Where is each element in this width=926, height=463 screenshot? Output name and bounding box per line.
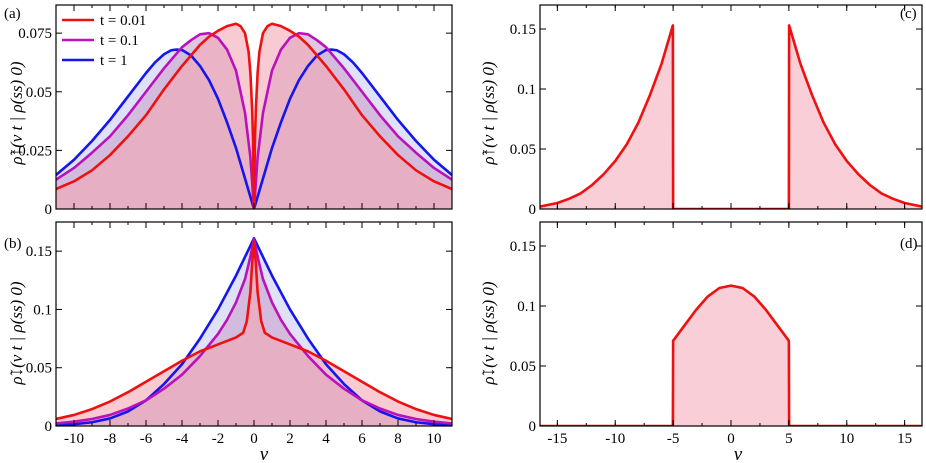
x-tick-label: 10 <box>839 431 854 447</box>
panel-c-y-label: ρ̃↑(v t | ρ(ss) 0) <box>479 61 498 165</box>
x-tick-label: -6 <box>140 431 153 447</box>
legend-label: t = 1 <box>100 53 128 69</box>
x-tick-label: 4 <box>322 431 330 447</box>
plot-area <box>56 237 452 426</box>
x-tick-label: -15 <box>547 431 567 447</box>
y-tick-label: 0 <box>45 419 53 435</box>
y-tick-label: 0.025 <box>18 143 52 159</box>
legend-label: t = 0.01 <box>100 13 146 29</box>
x-tick-label: 6 <box>358 431 366 447</box>
y-tick-label: 0.1 <box>33 302 52 318</box>
series-line-t001 <box>56 22 452 209</box>
x-tick-label: 0 <box>250 431 258 447</box>
x-tick-label: -5 <box>667 431 680 447</box>
x-tick-label: 10 <box>427 431 442 447</box>
panel-b-x-label: v <box>260 444 269 463</box>
series-line-t001 <box>56 240 452 421</box>
y-tick-label: 0.1 <box>517 299 536 315</box>
area-fill-t001 <box>56 241 452 426</box>
area-fill-t001 <box>540 285 922 426</box>
legend-label: t = 0.1 <box>100 33 139 49</box>
x-tick-label: -2 <box>212 431 225 447</box>
y-tick-label: 0.1 <box>517 82 536 98</box>
panel-d-x-label: v <box>734 444 743 463</box>
y-tick-label: 0.15 <box>510 22 536 38</box>
y-tick-label: 0.05 <box>26 361 52 377</box>
y-tick-label: 0.075 <box>18 26 52 42</box>
x-tick-label: -4 <box>176 431 189 447</box>
x-tick-label: -8 <box>104 431 117 447</box>
x-tick-label: 5 <box>785 431 793 447</box>
area-fill-t001 <box>540 25 922 209</box>
panel-d-y-label: ρ̃↓(v t | ρ(ss) 0) <box>479 281 498 385</box>
panel-b: (b) ρ̃↓(v t | ρ(ss) 0) v -10 -8 -6 -4 -2 0 2 4 6… <box>4 221 453 463</box>
y-tick-label: 0 <box>529 419 537 435</box>
panel-c: (c) ρ̃↑(v t | ρ(ss) 0) 0 0.05 0.1 0.15 <box>479 4 923 218</box>
panel-d-label: (d) <box>900 236 918 252</box>
plot-area <box>56 22 452 209</box>
svg-text:ρ̃↑(v t | ρ(ss) 0): ρ̃↑(v t | ρ(ss) 0) <box>479 61 498 165</box>
y-tick-label: 0.05 <box>510 359 536 375</box>
legend: t = 0.01 t = 0.1 t = 1 <box>62 13 146 69</box>
series-line-t01 <box>56 238 452 425</box>
svg-text:ρ̃↑(v t | ρ(ss) 0): ρ̃↑(v t | ρ(ss) 0) <box>7 61 26 165</box>
panel-c-label: (c) <box>900 6 917 22</box>
plot-area <box>540 284 922 426</box>
svg-text:ρ̃↓(v t | ρ(ss) 0): ρ̃↓(v t | ρ(ss) 0) <box>7 281 26 385</box>
y-tick-label: 0.15 <box>510 239 536 255</box>
series-line-t001 <box>540 284 922 426</box>
x-tick-label: 15 <box>897 431 912 447</box>
y-tick-label: 0.15 <box>26 244 52 260</box>
x-tick-label: -10 <box>605 431 625 447</box>
series-line-t1 <box>56 48 452 209</box>
series-line-t01 <box>56 31 452 209</box>
panel-a-y-label: ρ̃↑(v t | ρ(ss) 0) <box>7 61 26 165</box>
y-tick-label: 0.05 <box>510 142 536 158</box>
svg-text:ρ̃↓(v t | ρ(ss) 0): ρ̃↓(v t | ρ(ss) 0) <box>479 281 498 385</box>
x-tick-label: 2 <box>286 431 294 447</box>
y-tick-label: 0.05 <box>26 85 52 101</box>
series-line-t001 <box>540 24 922 209</box>
panel-b-label: (b) <box>4 236 22 252</box>
panel-a: (a) ρ̃↑(v t | ρ(ss) 0) 0 0.025 0.05 0.075 t … <box>4 4 453 218</box>
panel-d: (d) ρ̃↓(v t | ρ(ss) 0) v -15 -10 -5 0 5 10 15 0… <box>479 221 923 463</box>
area-fill-t001 <box>56 23 452 209</box>
y-tick-label: 0 <box>529 202 537 218</box>
x-tick-label: -10 <box>64 431 84 447</box>
y-tick-label: 0 <box>45 202 53 218</box>
panel-b-y-label: ρ̃↓(v t | ρ(ss) 0) <box>7 281 26 385</box>
plot-area <box>540 24 922 209</box>
panel-a-label: (a) <box>4 6 21 22</box>
x-tick-label: 0 <box>727 431 735 447</box>
x-tick-label: 8 <box>394 431 402 447</box>
